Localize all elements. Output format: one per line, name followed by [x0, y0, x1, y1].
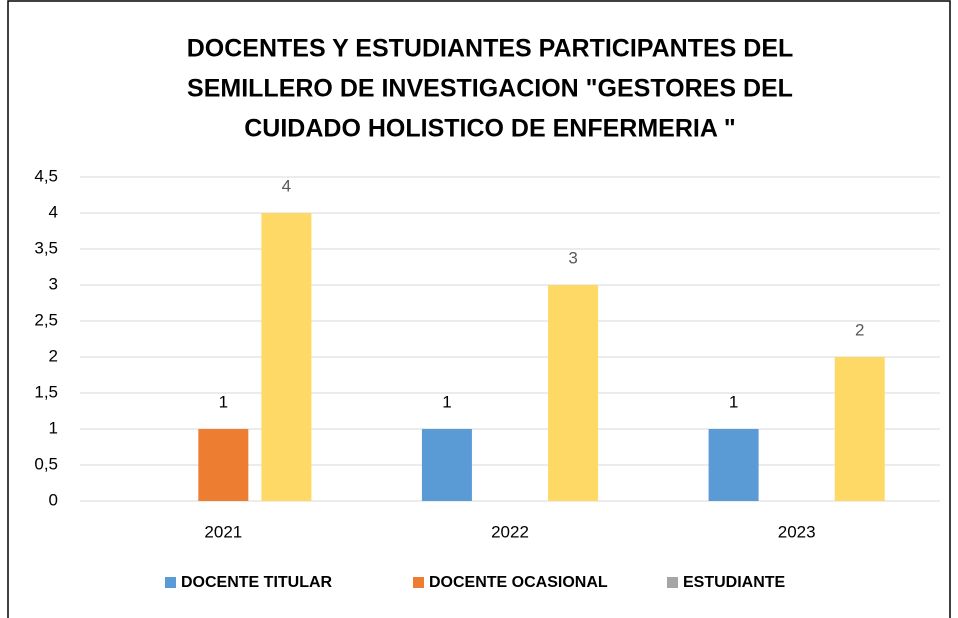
bar	[548, 285, 599, 501]
y-tick-label: 0,5	[34, 454, 58, 473]
legend-swatch	[667, 577, 678, 588]
data-label: 1	[729, 392, 738, 411]
x-tick-label: 2022	[491, 522, 529, 541]
data-label: 1	[442, 392, 451, 411]
legend-swatch	[413, 577, 424, 588]
data-label: 1	[219, 392, 228, 411]
chart-title: DOCENTES Y ESTUDIANTES PARTICIPANTES DEL	[187, 35, 794, 63]
bar	[261, 213, 312, 501]
legend-label: DOCENTE OCASIONAL	[429, 574, 608, 591]
y-tick-label: 0	[49, 490, 58, 509]
chart-title: CUIDADO HOLISTICO DE ENFERMERIA "	[244, 115, 736, 143]
y-tick-label: 3,5	[34, 238, 58, 257]
y-tick-label: 1,5	[34, 382, 58, 401]
y-tick-label: 4	[49, 202, 58, 221]
y-tick-label: 2	[49, 346, 58, 365]
y-tick-label: 3	[49, 274, 58, 293]
bar	[834, 357, 885, 501]
bar	[421, 429, 472, 501]
data-label: 2	[855, 320, 864, 339]
x-tick-label: 2021	[204, 522, 242, 541]
chart-frame	[7, 0, 951, 618]
legend-label: ESTUDIANTE	[683, 574, 786, 591]
bar	[198, 429, 249, 501]
y-tick-label: 2,5	[34, 310, 58, 329]
data-label: 4	[282, 176, 291, 195]
legend-label: DOCENTE TITULAR	[181, 574, 333, 591]
y-tick-label: 1	[49, 418, 58, 437]
x-tick-label: 2023	[778, 522, 816, 541]
chart-title: SEMILLERO DE INVESTIGACION "GESTORES DEL	[187, 75, 793, 103]
bar	[708, 429, 759, 501]
data-label: 3	[568, 248, 577, 267]
y-tick-label: 4,5	[34, 166, 58, 185]
legend-swatch	[165, 577, 176, 588]
